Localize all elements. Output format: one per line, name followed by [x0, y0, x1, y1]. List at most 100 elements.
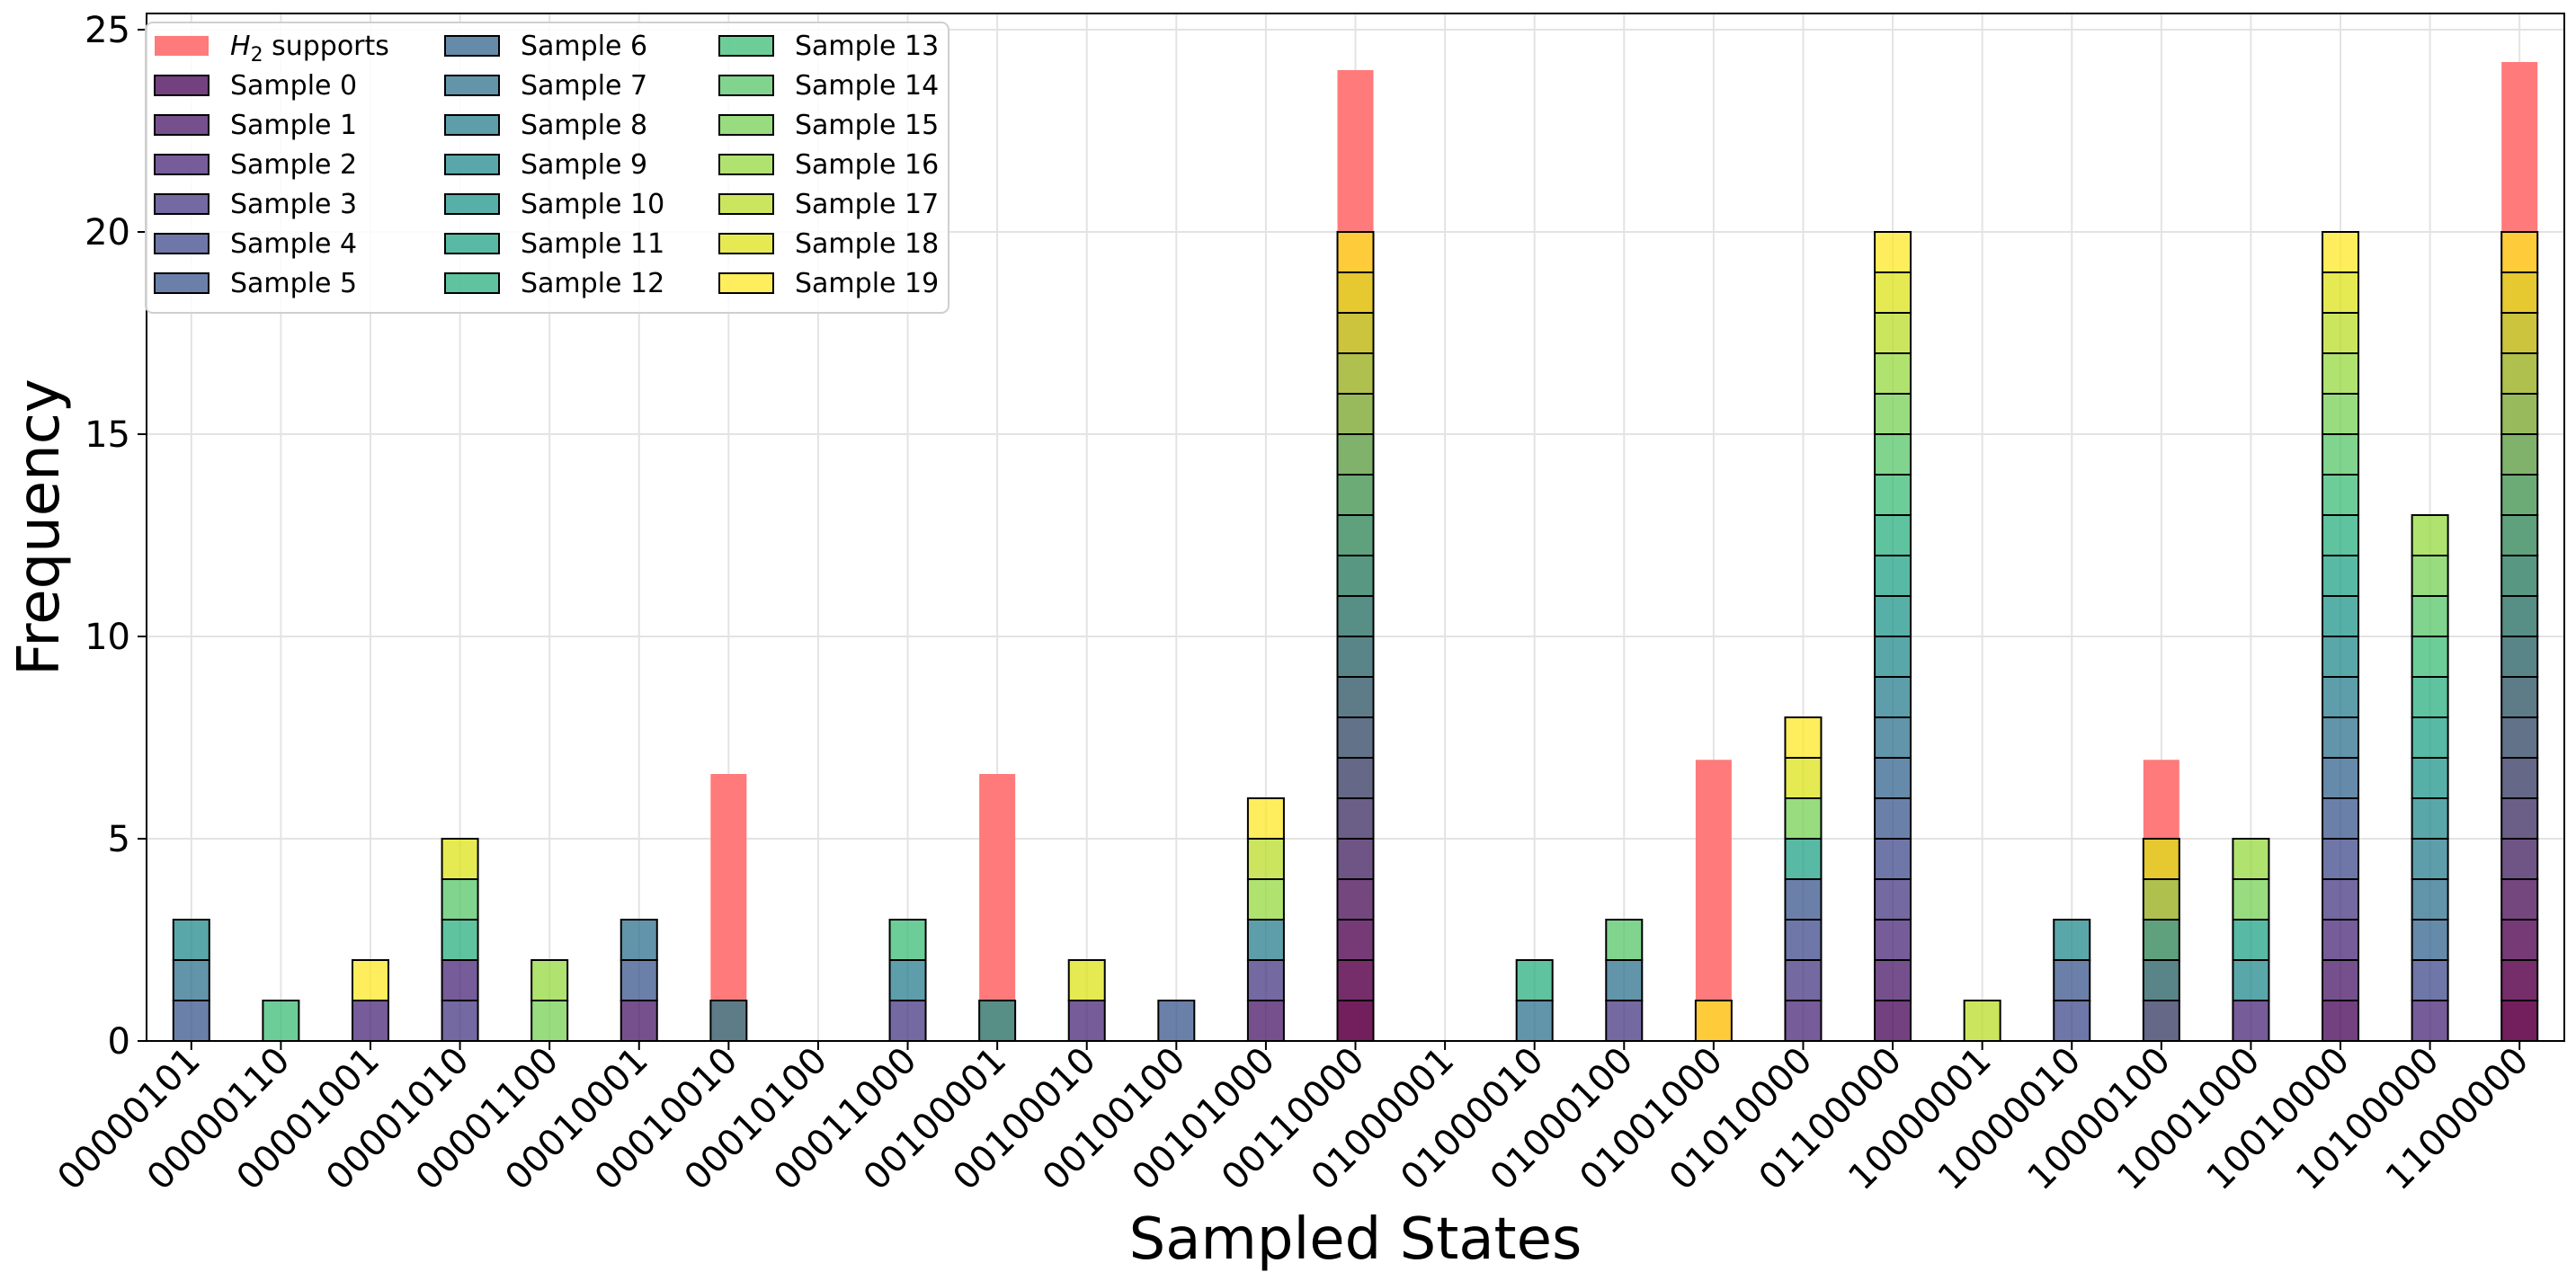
legend-label: Sample 12	[521, 268, 664, 299]
sample-bar-segment	[2322, 352, 2360, 395]
sample-bar-segment	[441, 1000, 479, 1042]
sample-bar-segment	[1246, 878, 1285, 921]
sample-bar-segment	[1246, 959, 1285, 1001]
sample-bar-segment	[1336, 838, 1375, 880]
sample-bar-segment	[2411, 959, 2449, 1001]
y-tick-label: 5	[108, 819, 130, 860]
sample-bar-segment	[2411, 838, 2449, 880]
legend-label: Sample 11	[521, 228, 664, 260]
sample-bar-segment	[2322, 595, 2360, 637]
sample-bar-segment	[2411, 595, 2449, 637]
legend-label: Sample 10	[521, 189, 664, 220]
support-bar	[1695, 760, 1732, 1041]
sample-bar-segment	[2142, 1000, 2180, 1042]
sample-bar-segment	[2500, 797, 2539, 840]
sample-bar-segment	[2322, 555, 2360, 597]
sample-bar-segment	[2322, 959, 2360, 1001]
sample-bar-segment	[1874, 514, 1912, 556]
sample-bar-segment	[2322, 231, 2360, 273]
legend-swatch	[154, 233, 209, 254]
sample-bar-segment	[2053, 919, 2091, 961]
sample-bar-segment	[1874, 595, 1912, 637]
sample-bar-segment	[1874, 716, 1912, 759]
sample-bar-segment	[2142, 919, 2180, 961]
sample-bar-segment	[1874, 271, 1912, 314]
sample-bar-segment	[1157, 1000, 1196, 1042]
legend-label: Sample 16	[795, 149, 939, 181]
sample-bar-segment	[2322, 474, 2360, 516]
sample-bar-segment	[2500, 393, 2539, 435]
y-tick-label: 25	[85, 10, 130, 51]
sample-bar-segment	[2411, 1000, 2449, 1042]
sample-bar-segment	[2322, 838, 2360, 880]
sample-bar-segment	[530, 959, 569, 1001]
sample-bar-segment	[2322, 312, 2360, 354]
sample-bar-segment	[1784, 716, 1823, 759]
sample-bar-segment	[1336, 716, 1375, 759]
sample-bar-segment	[1874, 352, 1912, 395]
legend-label: Sample 13	[795, 31, 939, 62]
sample-bar-segment	[1067, 959, 1106, 1001]
sample-bar-segment	[2500, 959, 2539, 1001]
sample-bar-segment	[2322, 919, 2360, 961]
legend-swatch	[718, 193, 774, 215]
sample-bar-segment	[1336, 757, 1375, 799]
sample-bar-segment	[2232, 919, 2270, 961]
sample-bar-segment	[888, 919, 927, 961]
sample-bar-segment	[1336, 595, 1375, 637]
sample-bar-segment	[1874, 878, 1912, 921]
legend-swatch	[444, 114, 500, 136]
sample-bar-segment	[2500, 474, 2539, 516]
legend-label: Sample 15	[795, 110, 939, 141]
sample-bar-segment	[1336, 878, 1375, 921]
legend-label: Sample 0	[230, 70, 357, 102]
sample-bar-segment	[1336, 555, 1375, 597]
legend-swatch	[154, 75, 209, 96]
legend-swatch	[444, 35, 500, 57]
sample-bar-segment	[1246, 1000, 1285, 1042]
sample-bar-segment	[2053, 1000, 2091, 1042]
sample-bar-segment	[2500, 919, 2539, 961]
sample-bar-segment	[2322, 676, 2360, 718]
legend-label: Sample 17	[795, 189, 939, 220]
sample-bar-segment	[1694, 1000, 1733, 1042]
sample-bar-segment	[1336, 271, 1375, 314]
y-tick-label: 20	[85, 212, 130, 254]
legend-swatch	[154, 154, 209, 175]
sample-bar-segment	[2322, 636, 2360, 678]
sample-bar-segment	[2142, 838, 2180, 880]
sample-bar-segment	[2500, 555, 2539, 597]
sample-bar-segment	[2500, 838, 2539, 880]
sample-bar-segment	[2500, 757, 2539, 799]
legend-swatch	[718, 233, 774, 254]
sample-bar-segment	[1336, 393, 1375, 435]
sample-bar-segment	[2053, 959, 2091, 1001]
legend-label: Sample 1	[230, 110, 357, 141]
sample-bar-segment	[2500, 636, 2539, 678]
sample-bar-segment	[172, 919, 210, 961]
sample-bar-segment	[1874, 312, 1912, 354]
y-axis-label: Frequency	[6, 378, 73, 676]
legend-label: Sample 19	[795, 268, 939, 299]
sample-bar-segment	[978, 1000, 1017, 1042]
sample-bar-segment	[2411, 676, 2449, 718]
sample-bar-segment	[1336, 312, 1375, 354]
sample-bar-segment	[1784, 838, 1823, 880]
legend-label: Sample 6	[521, 31, 647, 62]
legend-label: Sample 7	[521, 70, 647, 102]
legend-label: Sample 5	[230, 268, 357, 299]
sample-bar-segment	[2500, 352, 2539, 395]
sample-bar-segment	[1246, 838, 1285, 880]
x-axis-label: Sampled States	[1129, 1206, 1582, 1273]
sample-bar-segment	[2500, 878, 2539, 921]
legend-swatch	[154, 272, 209, 294]
sample-bars	[172, 231, 2539, 1042]
sample-bar-segment	[2411, 716, 2449, 759]
sample-bar-segment	[2500, 514, 2539, 556]
sample-bar-segment	[2500, 716, 2539, 759]
legend-swatch	[444, 75, 500, 96]
sample-bar-segment	[2322, 797, 2360, 840]
sample-bar-segment	[1963, 1000, 2001, 1042]
